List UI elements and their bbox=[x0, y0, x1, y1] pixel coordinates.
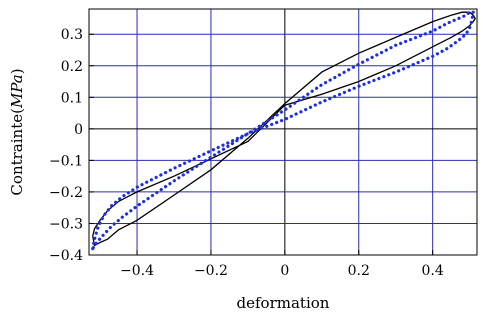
series-layer bbox=[91, 10, 476, 251]
y-axis-label-unit: MPa bbox=[8, 74, 26, 109]
x-tick-label: 0 bbox=[280, 263, 289, 279]
y-tick-label: −0.3 bbox=[49, 216, 83, 232]
experimental-dotted-curve bbox=[91, 10, 476, 251]
y-axis-label: Contrainte(MPa) bbox=[8, 68, 26, 195]
y-tick-label: −0.1 bbox=[49, 153, 83, 169]
y-tick-label: 0.2 bbox=[61, 59, 83, 75]
y-tick-label: −0.4 bbox=[49, 248, 83, 264]
y-axis-label-close: ) bbox=[8, 68, 26, 74]
model-solid-curve bbox=[92, 11, 476, 247]
ticks-layer bbox=[89, 33, 434, 256]
grid-layer bbox=[89, 9, 477, 256]
x-tick-label: −0.4 bbox=[120, 263, 154, 279]
y-tick-label: 0.1 bbox=[61, 90, 83, 106]
plot-frame bbox=[88, 8, 478, 256]
x-tick-label: 0.4 bbox=[422, 263, 444, 279]
x-tick-label: 0.2 bbox=[348, 263, 370, 279]
y-tick-label: 0.3 bbox=[61, 27, 83, 43]
y-tick-label: −0.2 bbox=[49, 185, 83, 201]
x-tick-label: −0.2 bbox=[194, 263, 228, 279]
x-axis-label: deformation bbox=[237, 294, 330, 312]
y-tick-label: 0 bbox=[74, 122, 83, 138]
tick-labels-layer: −0.4 −0.2 0 0.2 0.4 −0.4 −0.3 −0.2 −0.1 0 0.1 0.2 0.… bbox=[49, 27, 444, 279]
y-axis-label-text: Contrainte( bbox=[8, 108, 26, 196]
